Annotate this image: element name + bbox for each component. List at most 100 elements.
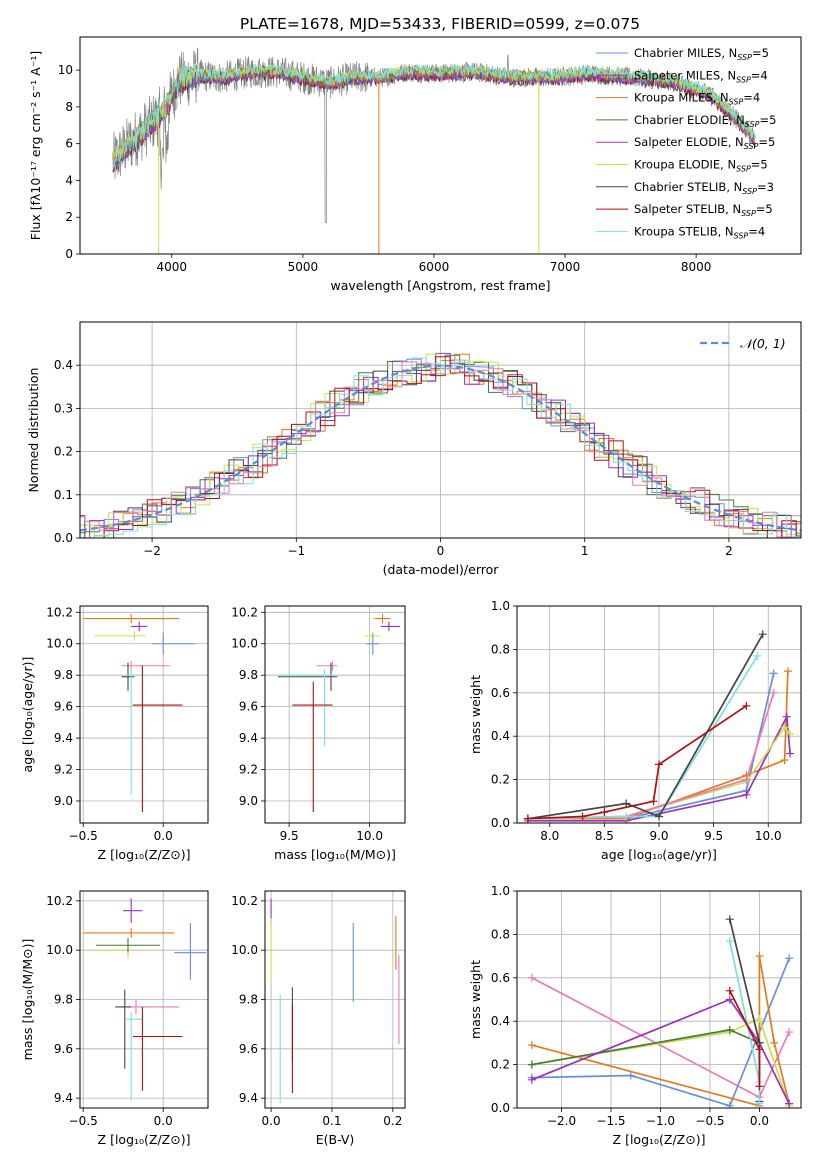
y-tick-label: 10.2 [46,605,73,619]
weight-marker [578,812,587,821]
y-tick-label: 10.0 [46,943,73,957]
y-tick-label: 4 [65,173,73,187]
y-axis-label: Flux [fλ10⁻¹⁷ erg cm⁻² s⁻¹ A⁻¹] [28,51,43,240]
x-tick-label: −0.5 [695,1114,724,1128]
y-tick-label: 9.8 [239,668,258,682]
x-axis-label: mass [log₁₀(M/M⊙)] [274,847,396,862]
weight-marker [725,1101,734,1108]
x-tick-label: −1.5 [596,1114,625,1128]
spectrum-model-line [112,66,755,172]
chart-spectrum: 4000 5000 6000 7000 8000 0 2 4 6 8 10 wavelength [A… [28,36,802,293]
y-tick-label: 1.0 [491,599,510,613]
weight-marker [600,808,609,817]
weight-line [527,705,747,820]
weight-marker [742,701,751,710]
weight-marker [655,760,663,769]
weight-marker [755,1045,764,1054]
x-tick-label: 0.0 [154,829,173,843]
chart-mass_vs_z: −0.5 0.0 9.4 9.6 9.8 10.0 10.2 Z [log₁₀(Z/Z⊙)] m… [20,890,209,1147]
y-tick-label: 9.0 [54,794,73,808]
x-axis-label: Z [log₁₀(Z/Z⊙)] [98,847,191,862]
legend-label-7: Salpeter STELIB, NSSP=5 [634,202,773,218]
axes-frame [264,605,406,824]
x-tick-label: 10.0 [356,829,383,843]
y-tick-label: 10.0 [231,637,258,651]
weight-marker [725,1025,734,1034]
weight-line [527,671,789,820]
legend-label-1: Salpeter MILES, NSSP=4 [634,68,768,84]
weight-marker [649,797,658,806]
y-tick-label: 6 [65,137,73,151]
weight-marker [753,651,762,660]
x-tick-label: 0 [437,544,445,558]
weight-marker [755,952,764,961]
y-tick-label: 0.4 [491,1014,510,1028]
weight-marker [769,669,778,678]
weight-marker [725,915,734,924]
figure-title: PLATE=1678, MJD=53433, FIBERID=0599, z=0… [240,15,640,33]
weight-marker [780,756,789,765]
chart-mass_vs_ebv: 0.0 0.1 0.2 9.4 9.6 9.8 10.0 10.2 E(B-V) [231,890,406,1147]
weight-line [527,655,759,820]
axes-frame [79,36,802,255]
legend-label: 𝒩(0, 1) [740,336,786,351]
y-axis-label: Normed distribution [26,368,41,493]
x-axis-label: age [log₁₀(age/yr)] [601,847,717,862]
y-tick-label: 9.2 [54,763,73,777]
y-axis-label: mass weight [468,675,483,754]
y-tick-label: 0.8 [491,927,510,941]
y-tick-label: 9.8 [54,993,73,1007]
y-tick-label: 0.6 [491,971,510,985]
weight-line [531,1017,790,1107]
axes-frame [516,890,802,1109]
histogram-step [80,361,801,538]
y-tick-label: 1.0 [491,884,510,898]
plot-area [83,613,196,812]
y-tick-label: 0.4 [491,729,510,743]
weight-marker [725,995,734,1004]
x-tick-label: 8000 [681,260,712,274]
y-tick-label: 8 [65,100,73,114]
y-tick-label: 9.6 [54,700,73,714]
x-tick-label: −0.5 [69,829,98,843]
weight-line [527,633,764,820]
weight-marker [622,799,631,808]
x-axis-label: Z [log₁₀(Z/Z⊙)] [613,1132,706,1147]
weight-marker [783,667,792,676]
chart-weight_vs_z: −2.0 −1.5 −1.0 −0.5 0.0 0.0 0.2 0.4 0.6 0.8 1.0 Z [… [468,884,802,1147]
x-tick-label: 2 [725,544,733,558]
weight-marker [780,723,789,732]
weight-marker [527,1075,536,1084]
x-axis-label: Z [log₁₀(Z/Z⊙)] [98,1132,191,1147]
weight-marker [527,1060,536,1069]
weight-marker [782,712,791,721]
x-axis-label: (data-model)/error [383,562,500,577]
weight-marker [786,749,795,758]
y-tick-label: 0.8 [491,642,510,656]
chart-residuals: −2 −1 0 1 2 0.0 0.1 0.2 0.3 0.4 (data-model)/error… [26,321,802,577]
x-tick-label: 4000 [156,260,187,274]
x-tick-label: −2 [143,544,161,558]
x-tick-label: 9.5 [280,829,299,843]
x-axis-label: wavelength [Angstrom, rest frame] [330,278,550,293]
y-tick-label: 0.0 [491,816,510,830]
y-tick-label: 0.2 [491,1058,510,1072]
y-axis-label: age [log₁₀(age/yr)] [20,657,35,773]
plot-area [270,898,400,1104]
legend-label-8: Kroupa STELIB, NSSP=4 [634,224,765,240]
chart-weight_vs_age: 8.0 8.5 9.0 9.5 10.0 0.0 0.2 0.4 0.6 0.8 1.0 age [l… [468,599,802,862]
plot-area [83,898,207,1101]
y-tick-label: 0.2 [54,445,73,459]
y-tick-label: 0.0 [491,1101,510,1115]
y-tick-label: 0.2 [491,773,510,787]
y-tick-label: 10 [58,63,73,77]
x-tick-label: 0.1 [322,1114,341,1128]
weight-marker [622,812,631,821]
weight-marker [786,730,795,739]
y-tick-label: 0.1 [54,488,73,502]
plot-area [523,630,795,823]
x-axis-label: E(B-V) [316,1132,355,1147]
x-tick-label: 7000 [550,260,581,274]
y-axis-label: mass [log₁₀(M/M⊙)] [20,939,35,1061]
